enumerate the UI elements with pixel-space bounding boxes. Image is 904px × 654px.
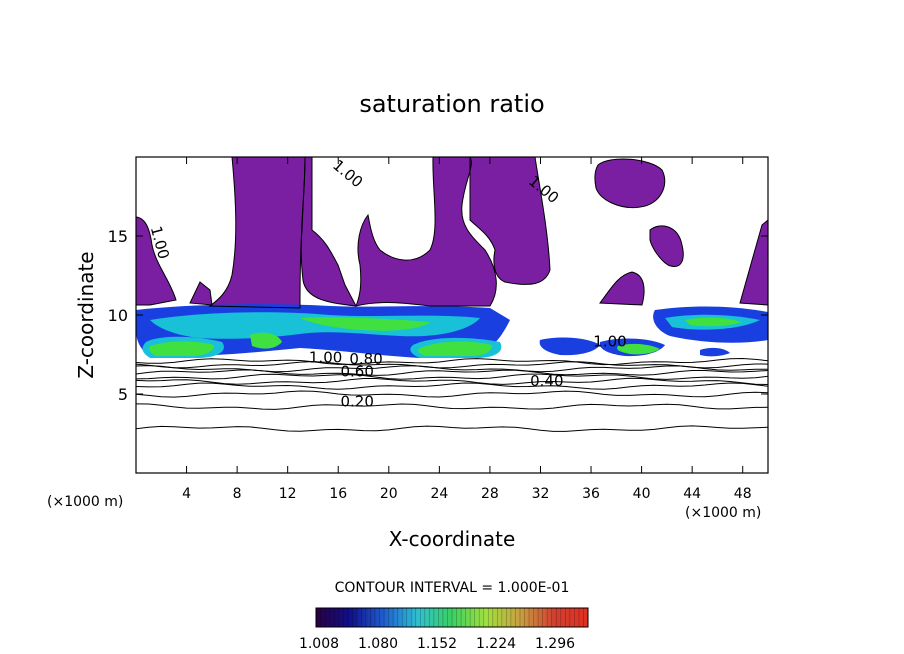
field-layer (136, 157, 768, 358)
contour-label: 0.80 (349, 350, 382, 368)
contour-lines (136, 157, 768, 432)
contour-line-1.00 (649, 225, 684, 267)
y-axis-label: Z-coordinate (74, 251, 98, 378)
contour-interval-text: CONTOUR INTERVAL = 1.000E-01 (335, 580, 570, 596)
y-tick-label: 10 (108, 306, 128, 325)
contour-line (136, 390, 768, 398)
colorbar: 1.008 1.080 1.152 1.224 1.296 (299, 607, 589, 652)
contour-line (136, 377, 768, 385)
contour-line-1.00 (469, 157, 551, 285)
colorbar-tick-label: 1.224 (476, 636, 516, 652)
contour-line (136, 369, 768, 376)
contour-line (136, 361, 768, 369)
cloud-region (417, 341, 492, 356)
y-axis-unit: (×1000 m) (47, 494, 123, 510)
cloud-region (250, 332, 282, 349)
colorbar-tick-label: 1.080 (358, 636, 398, 652)
x-axis-unit: (×1000 m) (685, 505, 761, 521)
contour-line-1.00 (739, 219, 768, 306)
x-tick-label: 36 (582, 486, 600, 502)
contour-label: 0.20 (340, 393, 373, 411)
x-tick-label: 40 (633, 486, 651, 502)
contour-label: 1.00 (593, 333, 626, 351)
supersaturation-region (136, 217, 176, 305)
x-tick-label: 12 (279, 486, 297, 502)
contour-line-1.00 (599, 271, 645, 306)
x-tick-label: 16 (329, 486, 347, 502)
contour-label: 0.40 (530, 372, 563, 390)
contour-line (136, 365, 768, 373)
colorbar-gradient (315, 607, 589, 628)
x-tick-label: 44 (683, 486, 701, 502)
x-axis-ticks: 4 8 12 16 20 24 28 32 36 40 44 48 (182, 157, 752, 502)
cloud-region (150, 312, 480, 339)
colorbar-tick-label: 1.008 (299, 636, 339, 652)
x-tick-label: 32 (532, 486, 550, 502)
y-axis-ticks: 5 10 15 (108, 227, 768, 404)
cloud-region (539, 337, 600, 356)
x-tick-label: 24 (430, 486, 448, 502)
cloud-region (617, 343, 660, 355)
contour-line (136, 382, 768, 390)
colorbar-tick-label: 1.152 (417, 636, 457, 652)
contour-line-1.00 (208, 157, 306, 309)
x-tick-label: 8 (233, 486, 242, 502)
x-axis-label: X-coordinate (389, 527, 516, 551)
cloud-region (700, 347, 730, 357)
contour-line (136, 403, 768, 410)
y-tick-label: 5 (118, 385, 128, 404)
contour-line-1.00 (136, 216, 177, 306)
colorbar-tick-label: 1.296 (535, 636, 575, 652)
x-tick-label: 28 (481, 486, 499, 502)
colorbar-ticks: 1.008 1.080 1.152 1.224 1.296 (299, 636, 575, 652)
chart-title: saturation ratio (359, 90, 544, 118)
y-tick-label: 15 (108, 227, 128, 246)
x-tick-label: 20 (380, 486, 398, 502)
cloud-region (300, 317, 430, 331)
supersaturation-region (470, 157, 550, 285)
supersaturation-region (356, 157, 497, 306)
contour-line-1.00 (189, 281, 213, 306)
cloud-region (149, 341, 214, 356)
supersaturation-region (650, 225, 684, 267)
supersaturation-region (740, 220, 768, 305)
contour-line (136, 373, 768, 380)
x-tick-label: 48 (734, 486, 752, 502)
supersaturation-region (594, 158, 665, 208)
supersaturation-region (600, 272, 645, 305)
contour-label: 0.60 (340, 363, 373, 381)
contour-line (136, 425, 768, 432)
contour-line (136, 357, 768, 366)
supersaturation-region (210, 157, 305, 308)
cloud-region (685, 317, 742, 327)
supersaturation-region (232, 157, 356, 306)
x-tick-label: 4 (182, 486, 191, 502)
contour-line-1.00 (355, 157, 497, 307)
contour-label: 1.00 (309, 348, 342, 366)
